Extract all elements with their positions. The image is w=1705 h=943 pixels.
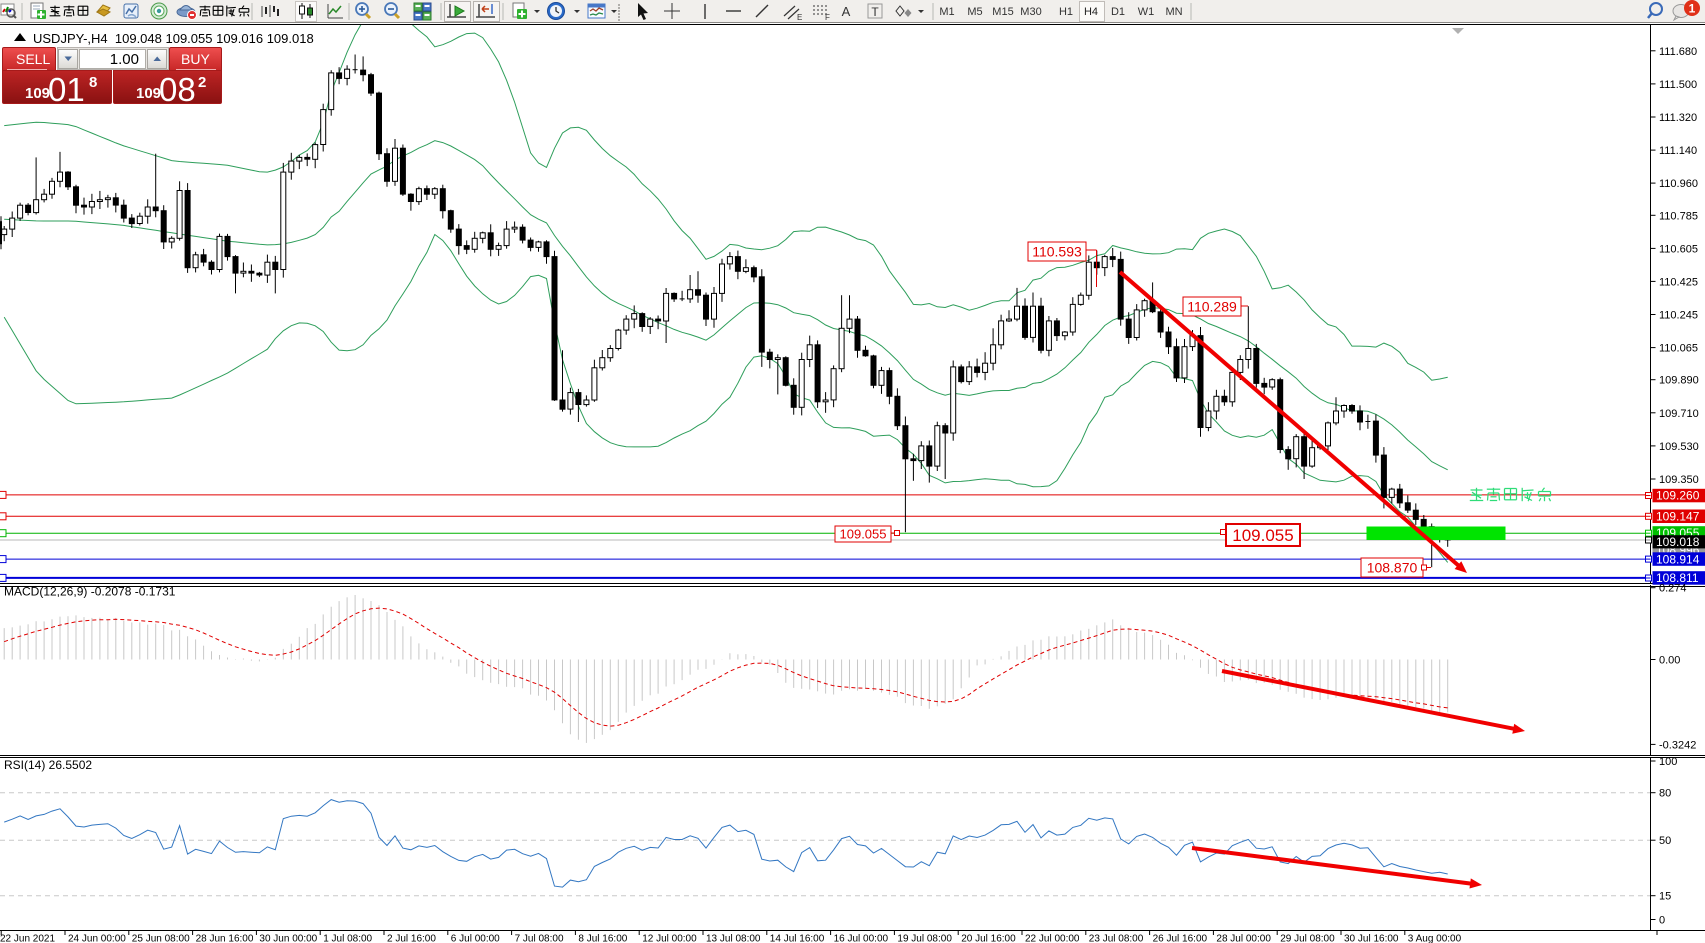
svg-text:26 Jul 16:00: 26 Jul 16:00 <box>1153 934 1208 943</box>
svg-text:108.914: 108.914 <box>1656 552 1700 566</box>
svg-text:30 Jun 00:00: 30 Jun 00:00 <box>259 934 317 943</box>
svg-text:109.890: 109.890 <box>1659 375 1699 387</box>
svg-text:22 Jun 2021: 22 Jun 2021 <box>0 934 55 943</box>
svg-text:1: 1 <box>1689 2 1696 16</box>
svg-text:M15: M15 <box>992 6 1013 18</box>
svg-text:T: T <box>871 5 879 19</box>
svg-text:29 Jul 08:00: 29 Jul 08:00 <box>1280 934 1335 943</box>
svg-text:0: 0 <box>1659 915 1665 927</box>
svg-text:USDJPY-,H4 109.048 109.055 10: USDJPY-,H4 109.048 109.055 109.016 109.0… <box>33 31 314 46</box>
svg-text:109.350: 109.350 <box>1659 474 1699 486</box>
svg-text:110.425: 110.425 <box>1659 276 1698 288</box>
svg-text:23 Jul 08:00: 23 Jul 08:00 <box>1089 934 1144 943</box>
svg-text:110.605: 110.605 <box>1659 243 1698 255</box>
svg-text:109.147: 109.147 <box>1656 510 1700 524</box>
svg-text:111.320: 111.320 <box>1659 112 1697 124</box>
svg-text:H1: H1 <box>1059 6 1073 18</box>
svg-text:A: A <box>842 4 851 19</box>
svg-text:109.710: 109.710 <box>1659 408 1699 420</box>
svg-text:22 Jul 00:00: 22 Jul 00:00 <box>1025 934 1080 943</box>
svg-text:MN: MN <box>1165 6 1182 18</box>
svg-text:W1: W1 <box>1138 6 1155 18</box>
svg-text:110.065: 110.065 <box>1659 343 1698 355</box>
svg-text:RSI(14) 26.5502: RSI(14) 26.5502 <box>4 758 92 772</box>
svg-text:2 Jul 16:00: 2 Jul 16:00 <box>387 934 436 943</box>
svg-text:7 Jul 08:00: 7 Jul 08:00 <box>515 934 564 943</box>
svg-text:16 Jul 00:00: 16 Jul 00:00 <box>834 934 889 943</box>
svg-text:100: 100 <box>1659 756 1677 768</box>
svg-text:109.055: 109.055 <box>1232 526 1293 545</box>
svg-text:12 Jul 00:00: 12 Jul 00:00 <box>642 934 697 943</box>
svg-text:109.055: 109.055 <box>840 527 887 542</box>
svg-text:D1: D1 <box>1111 6 1125 18</box>
svg-text:109.260: 109.260 <box>1656 489 1700 503</box>
svg-text:80: 80 <box>1659 788 1671 800</box>
svg-text:108.811: 108.811 <box>1656 571 1699 585</box>
svg-text:E: E <box>797 13 802 22</box>
svg-text:28 Jul 00:00: 28 Jul 00:00 <box>1216 934 1271 943</box>
svg-text:110.593: 110.593 <box>1032 244 1082 260</box>
svg-text:50: 50 <box>1659 835 1671 847</box>
svg-text:110.960: 110.960 <box>1659 178 1698 190</box>
svg-text:H4: H4 <box>1084 6 1098 18</box>
svg-text:110.785: 110.785 <box>1659 210 1698 222</box>
svg-text:109.018: 109.018 <box>1656 535 1700 549</box>
svg-text:M30: M30 <box>1020 6 1041 18</box>
svg-text:30 Jul 16:00: 30 Jul 16:00 <box>1344 934 1399 943</box>
svg-text:M5: M5 <box>967 6 982 18</box>
svg-text:M1: M1 <box>939 6 954 18</box>
svg-text:F: F <box>825 13 830 22</box>
svg-text:110.245: 110.245 <box>1659 310 1698 322</box>
svg-text:110.289: 110.289 <box>1187 299 1237 315</box>
svg-text:0.00: 0.00 <box>1659 655 1680 667</box>
svg-text:109.530: 109.530 <box>1659 441 1699 453</box>
svg-text:-0.3242: -0.3242 <box>1659 739 1696 751</box>
svg-text:1 Jul 08:00: 1 Jul 08:00 <box>323 934 372 943</box>
svg-text:111.680: 111.680 <box>1659 46 1697 58</box>
svg-text:108.870: 108.870 <box>1367 560 1418 576</box>
svg-text:14 Jul 16:00: 14 Jul 16:00 <box>770 934 825 943</box>
svg-text:0.274: 0.274 <box>1659 583 1687 595</box>
svg-text:13 Jul 08:00: 13 Jul 08:00 <box>706 934 761 943</box>
svg-text:28 Jun 16:00: 28 Jun 16:00 <box>196 934 254 943</box>
svg-text:6 Jul 00:00: 6 Jul 00:00 <box>451 934 500 943</box>
svg-text:25 Jun 08:00: 25 Jun 08:00 <box>132 934 190 943</box>
svg-text:8 Jul 16:00: 8 Jul 16:00 <box>578 934 627 943</box>
svg-text:3 Aug 00:00: 3 Aug 00:00 <box>1408 934 1462 943</box>
svg-text:MACD(12,26,9) -0.2078 -0.1731: MACD(12,26,9) -0.2078 -0.1731 <box>4 585 176 599</box>
svg-text:20 Jul 16:00: 20 Jul 16:00 <box>961 934 1016 943</box>
svg-text:15: 15 <box>1659 891 1671 903</box>
svg-text:19 Jul 08:00: 19 Jul 08:00 <box>897 934 952 943</box>
svg-text:111.500: 111.500 <box>1659 79 1697 91</box>
svg-text:111.140: 111.140 <box>1659 145 1697 157</box>
svg-text:24 Jun 00:00: 24 Jun 00:00 <box>68 934 126 943</box>
